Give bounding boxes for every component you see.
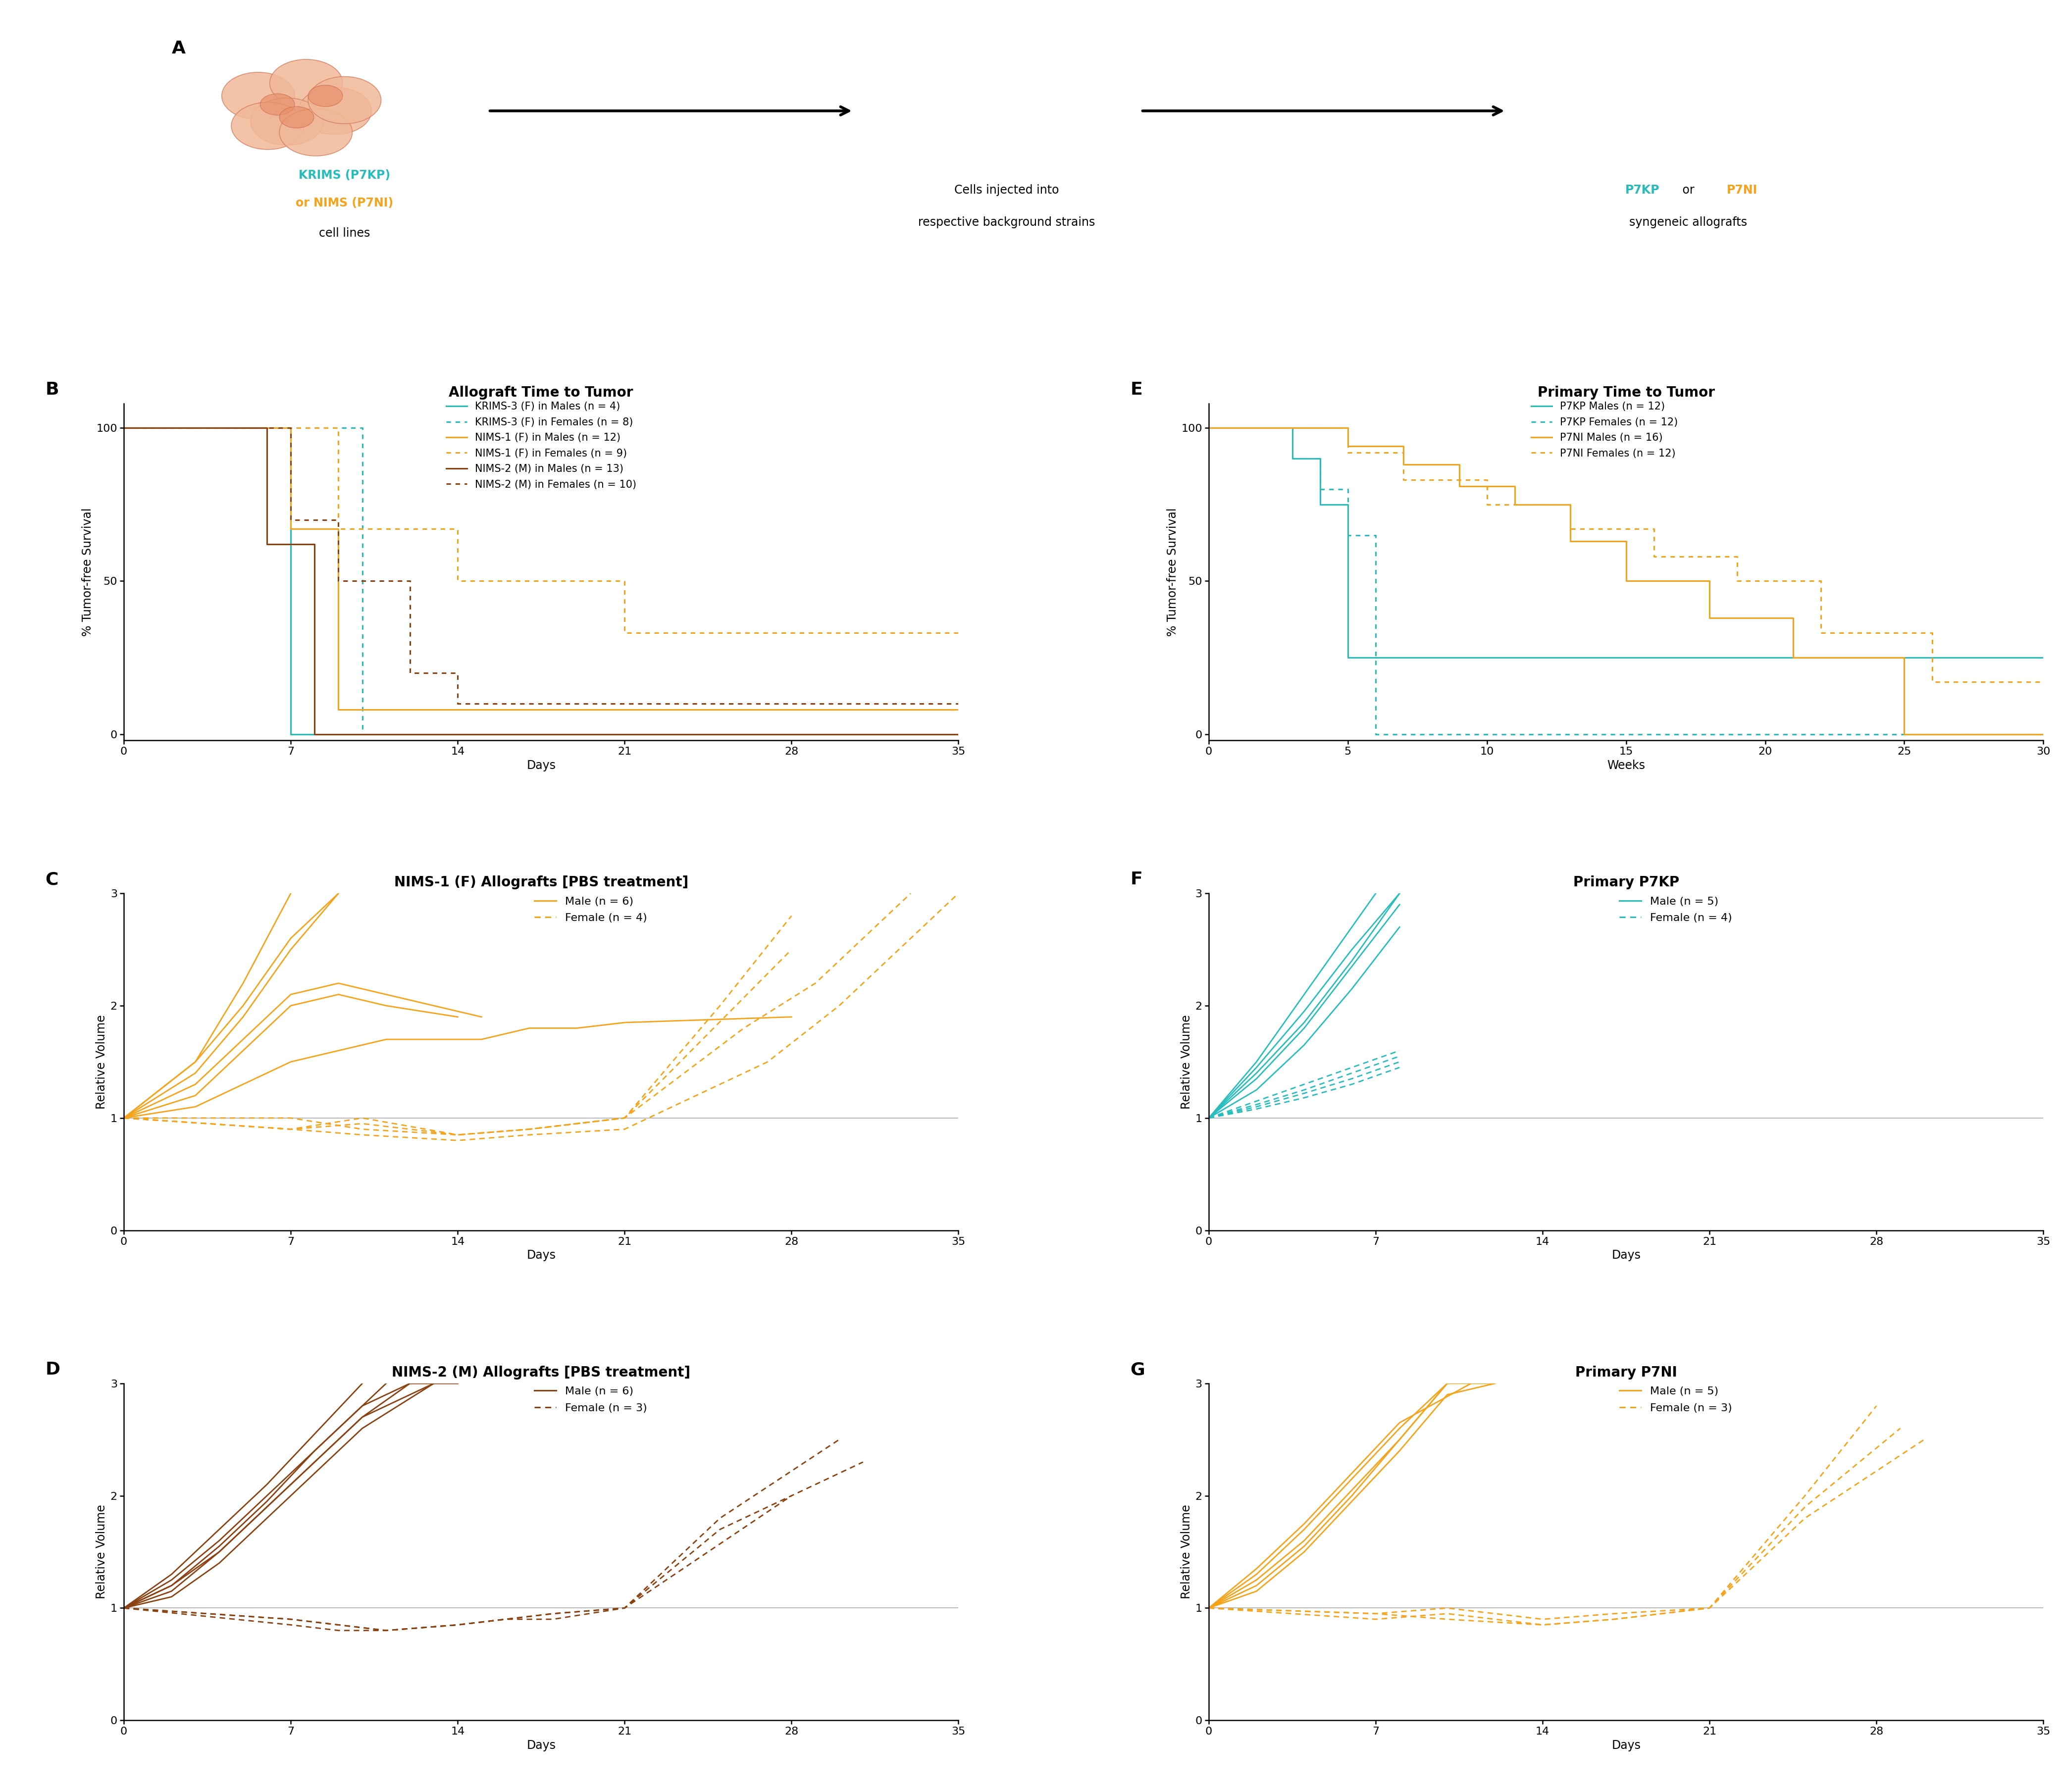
Text: *: * xyxy=(1430,618,1437,631)
Text: B: B xyxy=(45,382,60,398)
Text: ns: ns xyxy=(1430,452,1443,462)
X-axis label: Days: Days xyxy=(1612,1249,1641,1262)
Legend: KRIMS-3 (F) in Males (n = 4), KRIMS-3 (F) in Females (n = 8), NIMS-1 (F) in Male: KRIMS-3 (F) in Males (n = 4), KRIMS-3 (F… xyxy=(446,401,636,489)
Text: or: or xyxy=(1678,185,1699,195)
Text: D: D xyxy=(45,1362,60,1378)
Title: Primary Time to Tumor: Primary Time to Tumor xyxy=(1538,385,1715,400)
Text: KRIMS (P7KP): KRIMS (P7KP) xyxy=(299,168,390,181)
Text: P7NI: P7NI xyxy=(1728,185,1759,195)
Title: Primary P7KP: Primary P7KP xyxy=(1573,876,1680,889)
Legend: Male (n = 6), Female (n = 4): Male (n = 6), Female (n = 4) xyxy=(530,892,652,928)
Ellipse shape xyxy=(231,102,303,149)
Text: C: C xyxy=(45,871,58,889)
X-axis label: Weeks: Weeks xyxy=(1608,760,1645,771)
Ellipse shape xyxy=(308,77,382,124)
Title: NIMS-1 (F) Allografts [PBS treatment]: NIMS-1 (F) Allografts [PBS treatment] xyxy=(394,876,687,889)
Y-axis label: % Tumor-free Survival: % Tumor-free Survival xyxy=(1166,507,1179,636)
Ellipse shape xyxy=(279,109,353,156)
Text: F: F xyxy=(1131,871,1143,889)
X-axis label: Days: Days xyxy=(526,760,555,771)
X-axis label: Days: Days xyxy=(526,1249,555,1262)
Text: G: G xyxy=(1131,1362,1146,1378)
Y-axis label: % Tumor-free Survival: % Tumor-free Survival xyxy=(83,507,93,636)
Y-axis label: Relative Volume: Relative Volume xyxy=(1181,1505,1193,1598)
X-axis label: Days: Days xyxy=(1612,1740,1641,1751)
Ellipse shape xyxy=(260,93,295,115)
Ellipse shape xyxy=(250,99,324,145)
Legend: Male (n = 5), Female (n = 4): Male (n = 5), Female (n = 4) xyxy=(1614,892,1736,928)
X-axis label: Days: Days xyxy=(526,1740,555,1751)
Y-axis label: Relative Volume: Relative Volume xyxy=(95,1505,107,1598)
Ellipse shape xyxy=(299,88,372,134)
Ellipse shape xyxy=(279,106,314,127)
Ellipse shape xyxy=(221,72,295,120)
Y-axis label: Relative Volume: Relative Volume xyxy=(1181,1014,1193,1109)
Text: P7KP: P7KP xyxy=(1624,185,1659,195)
Text: respective background strains: respective background strains xyxy=(918,217,1096,228)
Ellipse shape xyxy=(308,86,343,106)
Text: A: A xyxy=(171,39,186,57)
Text: E: E xyxy=(1131,382,1143,398)
Title: NIMS-2 (M) Allografts [PBS treatment]: NIMS-2 (M) Allografts [PBS treatment] xyxy=(392,1366,691,1380)
Ellipse shape xyxy=(270,59,343,106)
Legend: Male (n = 5), Female (n = 3): Male (n = 5), Female (n = 3) xyxy=(1614,1382,1736,1417)
Text: or NIMS (P7NI): or NIMS (P7NI) xyxy=(295,197,394,210)
Legend: Male (n = 6), Female (n = 3): Male (n = 6), Female (n = 3) xyxy=(530,1382,652,1417)
Legend: P7KP Males (n = 12), P7KP Females (n = 12), P7NI Males (n = 16), P7NI Females (n: P7KP Males (n = 12), P7KP Females (n = 1… xyxy=(1531,401,1678,459)
Text: Cells injected into: Cells injected into xyxy=(954,185,1059,195)
Title: Primary P7NI: Primary P7NI xyxy=(1575,1366,1678,1380)
Text: syngeneic allografts: syngeneic allografts xyxy=(1628,217,1748,228)
Y-axis label: Relative Volume: Relative Volume xyxy=(95,1014,107,1109)
Text: cell lines: cell lines xyxy=(320,228,369,238)
Text: ns: ns xyxy=(1430,536,1443,547)
Title: Allograft Time to Tumor: Allograft Time to Tumor xyxy=(448,385,634,400)
